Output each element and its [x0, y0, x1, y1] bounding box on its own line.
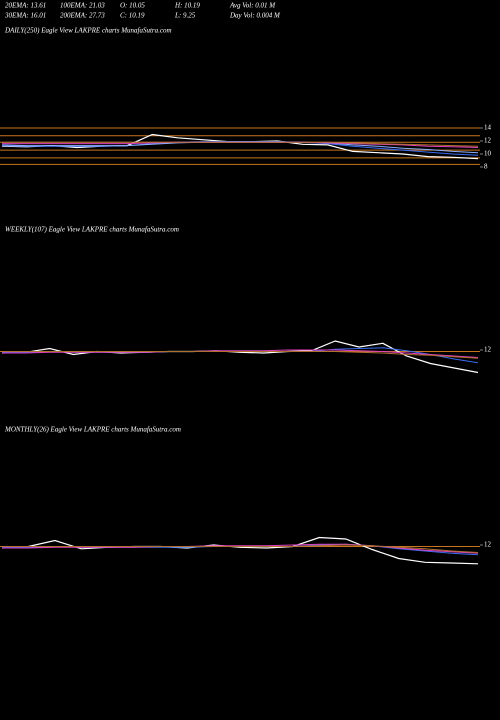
panel-title: DAILY(250) Eagle View LAKPRE charts Muna… [4, 27, 172, 35]
panel-title: WEEKLY(107) Eagle View LAKPRE charts Mun… [5, 226, 179, 234]
y-tick-label: 12 [484, 541, 492, 549]
y-tick-label: 14 [484, 124, 492, 132]
series-line [2, 543, 479, 554]
header-stat: O: 10.05 [120, 2, 145, 10]
header-stat: L: 9.25 [174, 12, 196, 20]
header-stat: 100EMA: 21.03 [60, 2, 105, 10]
series-line [1, 340, 479, 374]
header-stat: H: 10.19 [174, 2, 200, 10]
series-line [2, 141, 479, 147]
header-stat: 20EMA: 13.61 [5, 2, 46, 10]
series-line [2, 349, 479, 358]
series-line [1, 141, 479, 156]
header-stat: C: 10.19 [120, 12, 145, 20]
y-tick-label: 12 [484, 137, 492, 145]
header-stat: Day Vol: 0.004 M [229, 12, 281, 20]
panel-title: MONTHLY(26) Eagle View LAKPRE charts Mun… [4, 426, 181, 434]
series-line [2, 347, 479, 364]
y-tick-label: 8 [484, 163, 488, 171]
series-line [2, 544, 479, 553]
series-line [1, 536, 479, 565]
y-tick-label: 12 [484, 346, 492, 354]
series-line [2, 351, 479, 359]
header-stat: 30EMA: 16.01 [4, 12, 46, 20]
y-tick-label: 10 [484, 150, 492, 158]
header-stat: Avg Vol: 0.01 M [229, 2, 276, 10]
header-stat: 200EMA: 27.73 [60, 12, 105, 20]
